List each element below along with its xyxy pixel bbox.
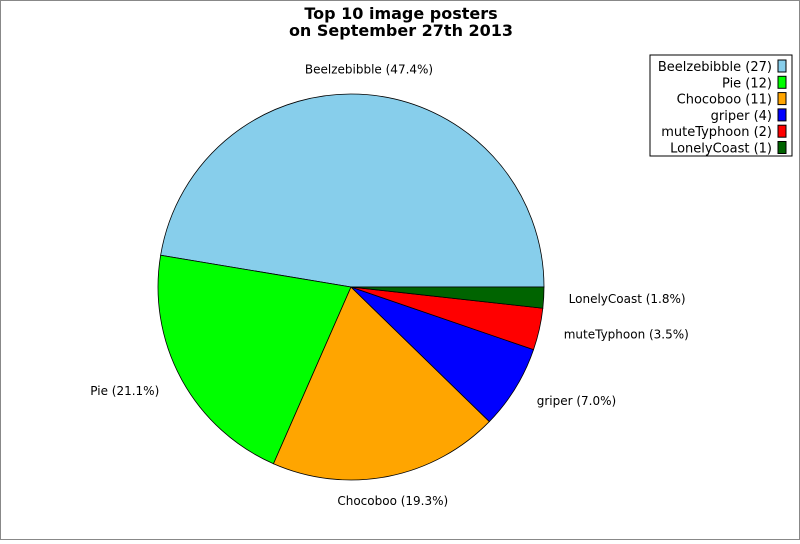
legend-swatch-Pie <box>777 75 787 89</box>
legend-swatch-griper <box>777 108 787 122</box>
legend-swatch-Chocoboo <box>777 92 787 106</box>
chart-title-line-2: on September 27th 2013 <box>289 21 513 40</box>
legend-entry: Chocoboo (11) <box>677 93 772 108</box>
chart-title-line-1: Top 10 image posters <box>304 4 497 23</box>
legend-entry: Beelzebibble (27) <box>658 60 772 75</box>
pie-slice-Pie <box>157 254 352 465</box>
legend-swatch-muteTyphoon <box>777 124 787 138</box>
pie-slice-LonelyCoast <box>350 286 545 309</box>
slice-label: Chocoboo (19.3%) <box>337 494 448 508</box>
legend-entry: muteTyphoon (2) <box>661 125 772 140</box>
slice-label: Pie (21.1%) <box>90 384 159 398</box>
legend: Beelzebibble (27)Pie (12) Chocoboo (11)gr… <box>649 54 793 157</box>
slice-label: muteTyphoon (3.5%) <box>564 328 689 342</box>
pie-slice-Beelzebibble <box>160 93 545 288</box>
slice-label: Beelzebibble (47.4%) <box>305 63 433 77</box>
legend-entry: griper (4) <box>711 109 772 124</box>
pie-slice-Chocoboo <box>272 286 490 481</box>
legend-entry: LonelyCoast (1) <box>670 142 772 157</box>
legend-entry: Pie (12) <box>722 76 772 91</box>
legend-swatch-Beelzebibble <box>777 59 787 73</box>
legend-swatch-LonelyCoast <box>777 141 787 154</box>
slice-label: LonelyCoast (1.8%) <box>569 292 686 306</box>
legend-box <box>649 54 793 157</box>
slice-label: griper (7.0%) <box>537 394 616 408</box>
